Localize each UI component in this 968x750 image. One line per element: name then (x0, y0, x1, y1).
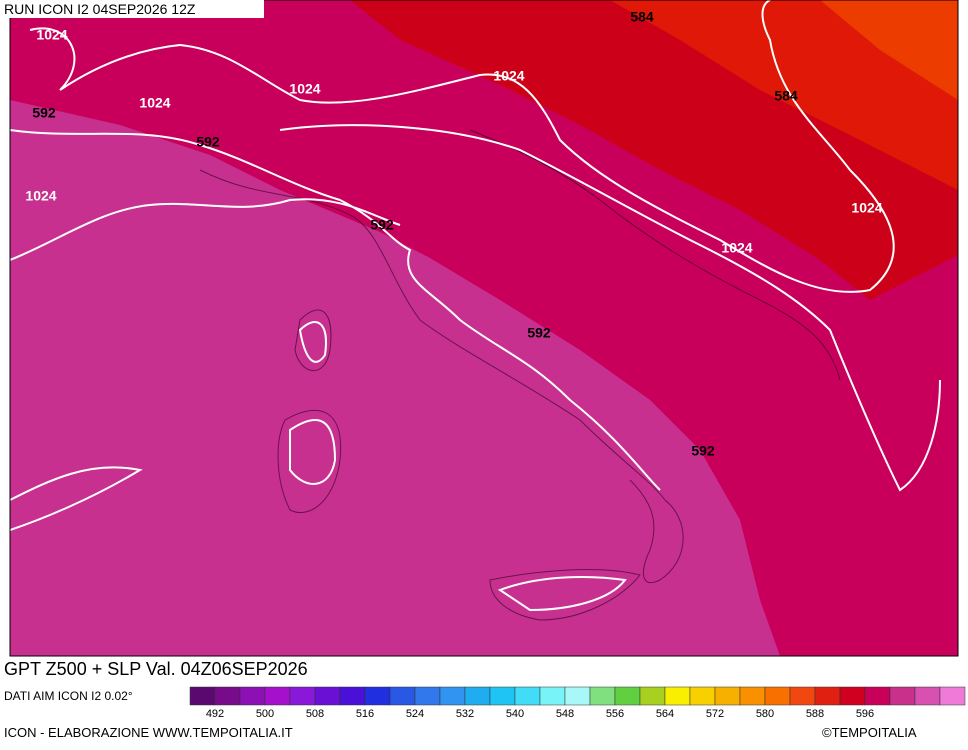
contour-label: 1024 (139, 95, 170, 111)
colorbar-swatch (789, 686, 816, 706)
colorbar-swatch (564, 686, 591, 706)
colorbar-swatch (489, 686, 516, 706)
colorbar-swatch (239, 686, 266, 706)
colorbar-swatch (414, 686, 441, 706)
colorbar-swatch (889, 686, 916, 706)
colorbar-swatch (814, 686, 841, 706)
colorbar-swatch (214, 686, 241, 706)
colorbar-swatch (839, 686, 866, 706)
colorbar-label: 492 (206, 708, 224, 720)
colorbar-label: 516 (356, 708, 374, 720)
colorbar-label: 596 (856, 708, 874, 720)
run-label: RUN ICON I2 04SEP2026 12Z (4, 1, 196, 17)
colorbar-swatch (864, 686, 891, 706)
contour-labels: 1024 1024 1024 1024 584 584 1024 1024 592 592 592 5… (25, 9, 882, 459)
colorbar-swatch (689, 686, 716, 706)
map-title: GPT Z500 + SLP Val. 04Z06SEP2026 (4, 659, 308, 679)
contour-label: 1024 (721, 240, 752, 256)
contour-label: 1024 (493, 68, 524, 84)
contour-label: 592 (196, 134, 220, 150)
coastlines (199, 129, 841, 621)
colorbar-label: 540 (506, 708, 524, 720)
contour-label: 1024 (289, 81, 320, 97)
contour-label: 592 (370, 217, 394, 233)
contour-label: 1024 (851, 200, 882, 216)
colorbar-label: 500 (256, 708, 274, 720)
contour-label: 1024 (25, 188, 56, 204)
map: 1024 1024 1024 1024 584 584 1024 1024 592 592 592 5… (10, 0, 958, 656)
colorbar-swatch (364, 686, 391, 706)
source: DATI AIM ICON I2 0.02° (4, 689, 133, 703)
contour-label: 592 (691, 443, 715, 459)
colorbar-label: 556 (606, 708, 624, 720)
colorbar-swatch (739, 686, 766, 706)
colorbar-swatch (914, 686, 941, 706)
colorbar: 492 500 508 516 524 532 540 548 556 564 572 580 588 5… (189, 686, 966, 720)
copyright: ©TEMPOITALIA (822, 725, 917, 740)
colorbar-label: 572 (706, 708, 724, 720)
contour-label: 584 (630, 9, 654, 25)
title-box (0, 657, 414, 683)
colorbar-swatch (539, 686, 566, 706)
colorbar-swatch (189, 686, 216, 706)
colorbar-swatch (289, 686, 316, 706)
colorbar-label: 564 (656, 708, 674, 720)
colorbar-swatch (614, 686, 641, 706)
colorbar-swatch (439, 686, 466, 706)
colorbar-swatch (764, 686, 791, 706)
colorbar-label: 532 (456, 708, 474, 720)
colorbar-swatch (464, 686, 491, 706)
contour-label: 1024 (36, 27, 67, 43)
colorbar-label: 580 (756, 708, 774, 720)
header-box (0, 0, 264, 18)
contours (10, 0, 941, 612)
colorbar-swatch (264, 686, 291, 706)
colorbar-swatch (339, 686, 366, 706)
colorbar-swatch (589, 686, 616, 706)
map-frame (9, 0, 959, 657)
colorbar-label: 588 (806, 708, 824, 720)
zone-580 (610, 0, 958, 190)
colorbar-label: 548 (556, 708, 574, 720)
colorbar-swatch (664, 686, 691, 706)
colorbar-swatch (514, 686, 541, 706)
zone-576 (820, 0, 958, 100)
credit: ICON - ELABORAZIONE WWW.TEMPOITALIA.IT (4, 725, 293, 740)
colorbar-label: 524 (406, 708, 424, 720)
colorbar-swatch (714, 686, 741, 706)
contour-label: 592 (32, 105, 56, 121)
colorbar-swatch (939, 686, 966, 706)
colorbar-label: 508 (306, 708, 324, 720)
colorbar-swatch (314, 686, 341, 706)
contour-label: 584 (774, 88, 798, 104)
contour-label: 592 (527, 325, 551, 341)
colorbar-swatch (389, 686, 416, 706)
colorbar-swatch (639, 686, 666, 706)
